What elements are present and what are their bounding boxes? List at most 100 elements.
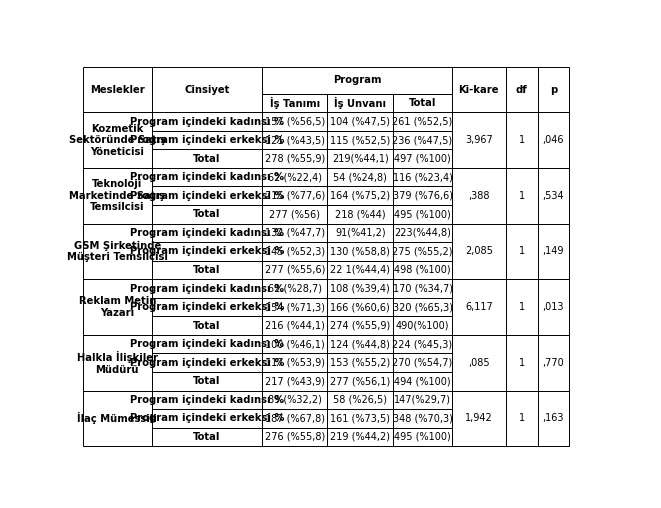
Bar <box>327 205 393 224</box>
Text: ,770: ,770 <box>543 358 564 368</box>
Text: 277 (%56,1): 277 (%56,1) <box>330 376 391 386</box>
Text: Ki-kare: Ki-kare <box>459 84 499 94</box>
Text: 275 (%55,2): 275 (%55,2) <box>392 246 453 257</box>
Text: 147(%29,7): 147(%29,7) <box>394 395 451 405</box>
Text: Program: Program <box>332 75 381 85</box>
Text: Program içindeki erkeksi %: Program içindeki erkeksi % <box>130 246 284 257</box>
Text: ,085: ,085 <box>468 358 490 368</box>
Text: 130 (%58,8): 130 (%58,8) <box>330 246 390 257</box>
Bar <box>262 186 327 205</box>
Bar <box>262 409 327 428</box>
Bar <box>393 298 452 316</box>
Bar <box>506 112 537 168</box>
Bar <box>452 279 506 335</box>
Bar <box>327 279 393 298</box>
Bar <box>537 335 569 391</box>
Text: Teknoloji
Marketinde Satış
Temsilcisi: Teknoloji Marketinde Satış Temsilcisi <box>69 179 165 212</box>
Text: 104 (%47,5): 104 (%47,5) <box>330 116 390 126</box>
Text: ,046: ,046 <box>543 135 564 145</box>
Bar <box>537 391 569 446</box>
Text: Reklam Metin
Yazarı: Reklam Metin Yazarı <box>79 296 156 318</box>
Text: 22 1(%44,4): 22 1(%44,4) <box>330 265 390 275</box>
Bar <box>537 67 569 112</box>
Text: 62 (%28,7): 62 (%28,7) <box>268 283 322 294</box>
Text: p: p <box>550 84 557 94</box>
Bar <box>262 242 327 261</box>
Bar <box>537 224 569 279</box>
Text: 216 (%44,1): 216 (%44,1) <box>265 321 325 331</box>
Bar <box>152 261 262 279</box>
Bar <box>262 67 452 94</box>
Text: Total: Total <box>193 321 221 331</box>
Text: Halkla İlişkiler
Müdürü: Halkla İlişkiler Müdürü <box>77 351 158 374</box>
Bar <box>327 316 393 335</box>
Bar <box>262 94 327 112</box>
Bar <box>152 112 262 131</box>
Text: 6,117: 6,117 <box>465 302 492 312</box>
Bar <box>393 149 452 168</box>
Bar <box>327 391 393 409</box>
Text: 1: 1 <box>519 358 525 368</box>
Text: 154 (%71,3): 154 (%71,3) <box>264 302 325 312</box>
Text: İş Unvanı: İş Unvanı <box>334 97 386 109</box>
Bar <box>262 372 327 391</box>
Text: Total: Total <box>409 98 436 108</box>
Bar <box>327 168 393 186</box>
Bar <box>537 112 569 168</box>
Text: 153 (%55,2): 153 (%55,2) <box>330 358 391 368</box>
Text: 490(%100): 490(%100) <box>396 321 449 331</box>
Text: 224 (%45,3): 224 (%45,3) <box>393 339 453 349</box>
Bar <box>152 242 262 261</box>
Bar <box>452 67 506 112</box>
Text: Total: Total <box>193 153 221 164</box>
Text: 236 (%47,5): 236 (%47,5) <box>393 135 453 145</box>
Text: Program içindeki kadınsı %: Program içindeki kadınsı % <box>130 283 284 294</box>
Bar <box>506 335 537 391</box>
Bar <box>393 94 452 112</box>
Bar <box>262 261 327 279</box>
Bar <box>506 391 537 446</box>
Bar <box>327 261 393 279</box>
Text: Total: Total <box>193 209 221 219</box>
Text: 145 (%52,3): 145 (%52,3) <box>264 246 325 257</box>
Text: ,388: ,388 <box>468 191 490 201</box>
Text: 498 (%100): 498 (%100) <box>394 265 451 275</box>
Text: 164 (%75,2): 164 (%75,2) <box>330 191 391 201</box>
Bar <box>327 409 393 428</box>
Text: 379 (%76,6): 379 (%76,6) <box>393 191 453 201</box>
Text: İş Tanımı: İş Tanımı <box>270 97 320 109</box>
Bar <box>152 186 262 205</box>
Bar <box>83 112 152 168</box>
Bar <box>393 372 452 391</box>
Text: 320 (%65,3): 320 (%65,3) <box>393 302 453 312</box>
Text: Program içindeki kadınsı %: Program içindeki kadınsı % <box>130 339 284 349</box>
Text: Cinsiyet: Cinsiyet <box>184 84 229 94</box>
Text: 115 (%52,5): 115 (%52,5) <box>330 135 391 145</box>
Bar <box>393 242 452 261</box>
Text: 161 (%73,5): 161 (%73,5) <box>330 414 390 424</box>
Text: 495 (%100): 495 (%100) <box>394 209 451 219</box>
Bar <box>262 354 327 372</box>
Bar <box>262 279 327 298</box>
Bar <box>327 428 393 446</box>
Text: 166 (%60,6): 166 (%60,6) <box>330 302 390 312</box>
Bar <box>152 335 262 354</box>
Text: Program içindeki kadınsı %: Program içindeki kadınsı % <box>130 172 284 182</box>
Bar <box>327 131 393 149</box>
Text: 62 (%22,4): 62 (%22,4) <box>268 172 322 182</box>
Text: 1: 1 <box>519 191 525 201</box>
Text: ,534: ,534 <box>543 191 564 201</box>
Bar <box>327 354 393 372</box>
Bar <box>262 149 327 168</box>
Text: 495 (%100): 495 (%100) <box>394 432 451 442</box>
Text: Program içindeki kadınsı %: Program içindeki kadınsı % <box>130 116 284 126</box>
Text: Total: Total <box>193 432 221 442</box>
Bar <box>393 168 452 186</box>
Bar <box>152 149 262 168</box>
Bar <box>327 112 393 131</box>
Text: 278 (%55,9): 278 (%55,9) <box>264 153 325 164</box>
Text: 219 (%44,2): 219 (%44,2) <box>330 432 390 442</box>
Bar <box>152 224 262 242</box>
Bar <box>152 298 262 316</box>
Bar <box>452 391 506 446</box>
